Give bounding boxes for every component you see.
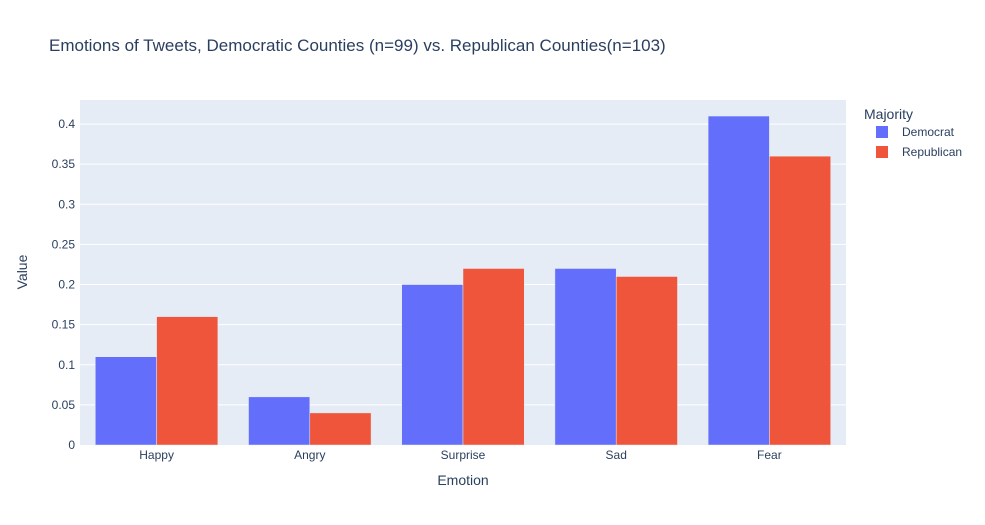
bar-democrat-happy	[95, 356, 157, 446]
x-axis-title: Emotion	[437, 472, 488, 488]
y-tick-label: 0.25	[52, 237, 76, 251]
y-axis-title: Value	[14, 254, 30, 289]
chart-title: Emotions of Tweets, Democratic Counties …	[49, 36, 666, 55]
y-tick-label: 0.3	[58, 197, 75, 211]
legend-swatch-republican	[876, 146, 888, 158]
y-tick-label: 0.05	[52, 398, 76, 412]
y-tick-label: 0	[68, 438, 75, 452]
x-tick-label: Fear	[757, 448, 782, 462]
legend-title: Majority	[864, 106, 913, 122]
bar-democrat-angry	[248, 396, 311, 446]
bar-republican-surprise	[462, 268, 525, 446]
bar-republican-happy	[156, 316, 219, 446]
y-tick-label: 0.15	[52, 318, 76, 332]
bar-democrat-fear	[707, 115, 770, 446]
y-axis-ticks: 0 0.05 0.1 0.15 0.2 0.25 0.3 0.35 0.4	[52, 117, 76, 452]
x-tick-label: Surprise	[441, 448, 486, 462]
y-tick-label: 0.35	[52, 157, 76, 171]
bar-republican-fear	[769, 155, 831, 446]
x-tick-label: Sad	[606, 448, 627, 462]
bar-democrat-sad	[554, 268, 617, 446]
legend-swatch-democrat	[876, 126, 888, 138]
y-tick-label: 0.2	[58, 278, 75, 292]
y-tick-label: 0.4	[58, 117, 75, 131]
x-tick-label: Angry	[294, 448, 325, 462]
x-tick-label: Happy	[139, 448, 174, 462]
bar-democrat-surprise	[401, 284, 464, 446]
bar-republican-angry	[309, 412, 372, 446]
bars	[95, 115, 831, 446]
legend: Majority Democrat Republican	[864, 106, 962, 159]
y-tick-label: 0.1	[58, 358, 75, 372]
legend-label-republican: Republican	[902, 145, 962, 159]
bar-republican-sad	[615, 276, 678, 446]
x-axis-ticks: Happy Angry Surprise Sad Fear	[139, 448, 781, 462]
legend-label-democrat: Democrat	[902, 125, 955, 139]
